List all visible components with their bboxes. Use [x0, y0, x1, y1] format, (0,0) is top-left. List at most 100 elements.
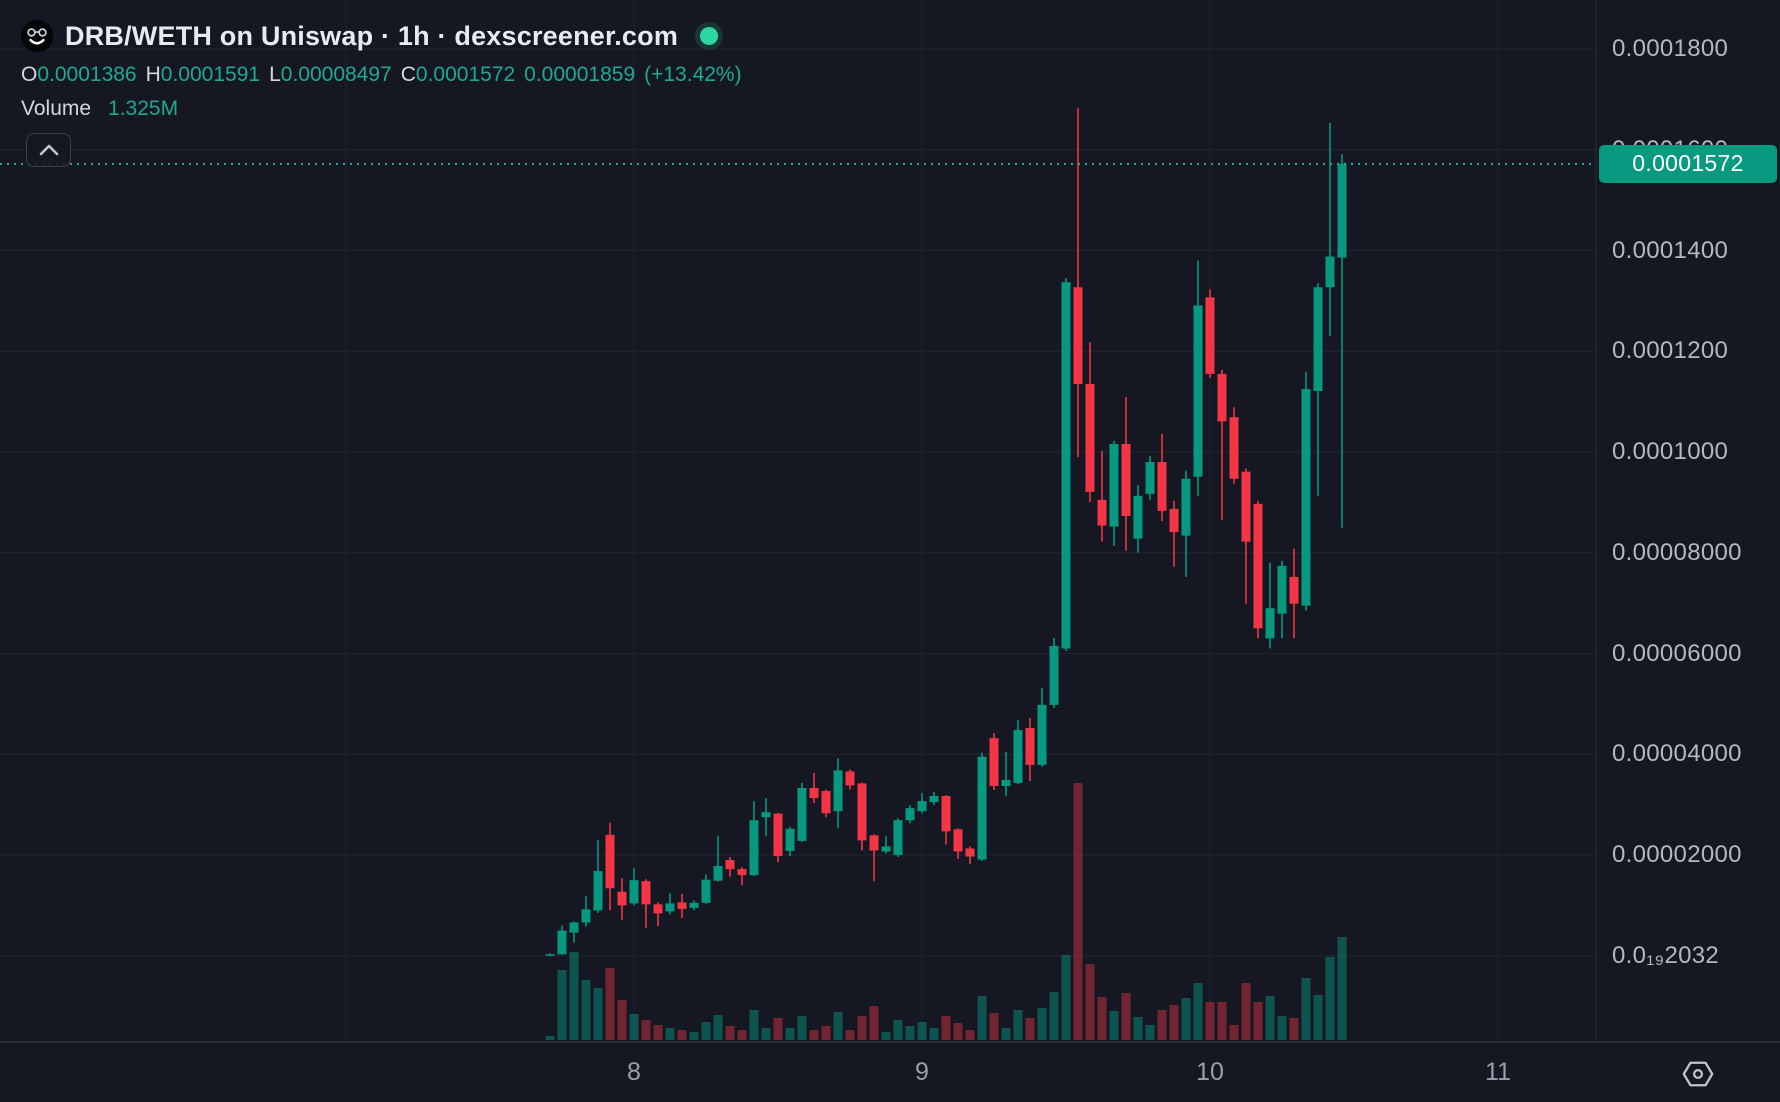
pair-logo-icon: [21, 20, 53, 52]
candle-body: [1253, 503, 1263, 629]
candle-body: [1229, 417, 1239, 479]
candle-body: [761, 812, 771, 818]
collapse-legend-button[interactable]: [26, 133, 71, 167]
candle-body: [965, 848, 975, 857]
last-price-value: 0.0001572: [1632, 150, 1744, 177]
volume-bar: [605, 968, 615, 1040]
candle-body: [1205, 297, 1215, 374]
volume-bar: [617, 1000, 627, 1040]
candle-body: [1325, 256, 1335, 288]
candle-body: [1157, 462, 1167, 511]
ohlc-legend: O0.0001386 H0.0001591 L0.00008497 C0.000…: [21, 63, 742, 87]
volume-bar: [581, 980, 591, 1040]
candle-body: [1037, 704, 1047, 765]
candle-body: [617, 891, 627, 906]
volume-bar: [1049, 992, 1059, 1040]
volume-bar: [1325, 957, 1335, 1040]
last-price-badge: 0.0001572: [1599, 144, 1777, 183]
candle-body: [929, 796, 939, 803]
chart-header: DRB/WETH on Uniswap · 1h · dexscreener.c…: [21, 18, 742, 121]
volume-bar: [1037, 1008, 1047, 1040]
candle-body: [1313, 287, 1323, 392]
candle-body: [881, 846, 891, 852]
pair-title: DRB/WETH on Uniswap · 1h · dexscreener.c…: [65, 20, 679, 51]
volume-bar: [905, 1026, 915, 1040]
candle-body: [1265, 608, 1275, 639]
candle-body: [605, 834, 615, 889]
candle-body: [713, 866, 723, 881]
settings-gear-button[interactable]: [1680, 1056, 1716, 1092]
volume-bar: [557, 970, 567, 1040]
volume-bar: [653, 1025, 663, 1040]
volume-bar: [833, 1012, 843, 1040]
candle-body: [545, 954, 555, 956]
volume-bar: [749, 1010, 759, 1040]
candle-body: [593, 871, 603, 911]
volume-bar: [1217, 1002, 1227, 1040]
volume-bar: [1193, 983, 1203, 1040]
volume-bar: [893, 1020, 903, 1040]
candle-body: [1049, 645, 1059, 705]
candle-body: [821, 791, 831, 814]
volume-bar: [701, 1022, 711, 1040]
volume-bar: [1121, 993, 1131, 1040]
candle-body: [1061, 282, 1071, 649]
candle-body: [725, 860, 735, 870]
volume-bar: [629, 1014, 639, 1040]
candle-body: [857, 783, 867, 841]
volume-bar: [881, 1032, 891, 1040]
candle-body: [1073, 287, 1083, 384]
volume-bar: [989, 1013, 999, 1040]
volume-bar: [1013, 1010, 1023, 1040]
candle-body: [1241, 471, 1251, 542]
price-tick-label: 0.00002000: [1612, 841, 1742, 868]
candle-body: [953, 829, 963, 852]
price-tick-label: 0.0001000: [1612, 438, 1729, 465]
candle-body: [797, 788, 807, 841]
volume-bar: [1085, 964, 1095, 1040]
candle-body: [569, 922, 579, 933]
candle-body: [869, 835, 879, 851]
volume-bar: [785, 1028, 795, 1040]
volume-bar: [797, 1016, 807, 1040]
candle-body: [1085, 383, 1095, 492]
candle-body: [1337, 163, 1347, 258]
candle-body: [1277, 565, 1287, 614]
candle-body: [989, 738, 999, 786]
volume-bar: [953, 1023, 963, 1040]
volume-bar: [1001, 1028, 1011, 1040]
price-tick-label: 0.0001400: [1612, 236, 1729, 264]
candle-body: [785, 828, 795, 851]
candle-body: [629, 880, 639, 904]
volume-bar: [665, 1028, 675, 1040]
volume-bar: [941, 1016, 951, 1040]
volume-bar: [1097, 997, 1107, 1040]
volume-bar: [1205, 1002, 1215, 1040]
candle-body: [677, 902, 687, 909]
volume-bar: [917, 1022, 927, 1040]
volume-bar: [1253, 1002, 1263, 1040]
volume-bar: [1181, 998, 1191, 1040]
candle-body: [1025, 728, 1035, 765]
candle-body: [833, 770, 843, 812]
price-change-abs: 0.00001859: [524, 63, 636, 86]
volume-bar: [761, 1028, 771, 1040]
volume-bar: [725, 1026, 735, 1040]
volume-bar: [1301, 978, 1311, 1040]
volume-bar: [1133, 1017, 1143, 1040]
price-tick-label: 0.00004000: [1612, 740, 1742, 768]
volume-bar: [1241, 983, 1251, 1040]
candle-body: [1181, 478, 1191, 536]
candle-body: [557, 930, 567, 955]
volume-bar: [1265, 996, 1275, 1040]
price-tick-label: 0.0₁₉2032: [1612, 941, 1720, 969]
gear-icon: [1682, 1061, 1714, 1087]
candle-body: [737, 869, 747, 876]
time-tick-label: 8: [627, 1058, 641, 1086]
candle-body: [845, 771, 855, 786]
chevron-up-icon: [39, 144, 58, 156]
low-label: L: [269, 63, 281, 86]
time-tick-label: 10: [1196, 1058, 1224, 1086]
